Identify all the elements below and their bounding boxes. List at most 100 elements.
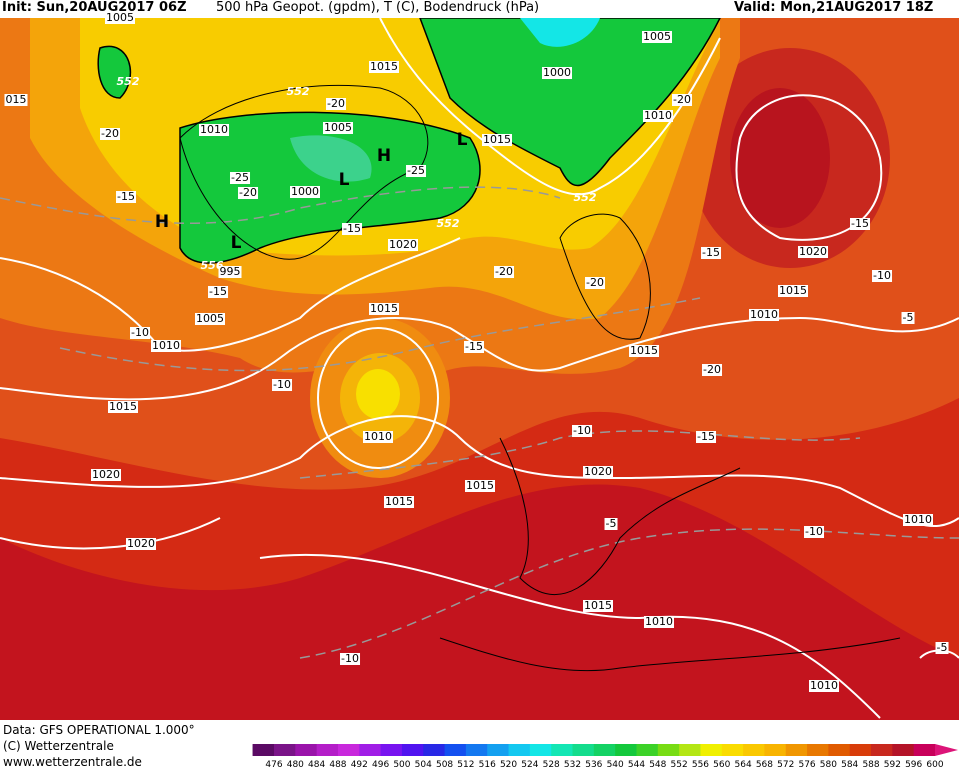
copyright: (C) Wetterzentrale xyxy=(3,739,114,753)
scale-swatch xyxy=(551,744,574,756)
contour-label: -20 xyxy=(702,363,722,376)
scale-label: 568 xyxy=(755,760,773,770)
scale-swatch xyxy=(423,744,446,756)
scale-swatch xyxy=(849,744,872,756)
scale-label: 596 xyxy=(905,760,923,770)
contour-label: -15 xyxy=(342,222,362,235)
scale-swatch xyxy=(615,744,637,756)
contour-label: 1000 xyxy=(290,185,320,198)
scale-label: 508 xyxy=(435,760,454,770)
contour-label: 552 xyxy=(286,85,310,98)
contour-label: -20 xyxy=(100,127,120,140)
contour-label: -5 xyxy=(935,641,949,654)
contour-label: 1020 xyxy=(388,238,418,251)
scale-swatch xyxy=(572,744,595,756)
scale-swatch xyxy=(401,744,424,756)
scale-swatch xyxy=(593,744,616,756)
contour-label: -15 xyxy=(850,217,870,230)
contour-label: 1020 xyxy=(91,468,121,481)
pressure-center: H xyxy=(376,146,392,166)
scale-swatch xyxy=(316,744,339,756)
contour-label: 1000 xyxy=(542,66,572,79)
contour-label: 1010 xyxy=(903,513,933,526)
contour-label: -20 xyxy=(494,265,514,278)
contour-label: 1010 xyxy=(151,339,181,352)
scale-label: 492 xyxy=(350,760,368,770)
contour-label: -25 xyxy=(230,171,250,184)
pressure-center: L xyxy=(456,130,468,150)
scale-swatch xyxy=(721,744,744,756)
contour-label: -10 xyxy=(804,525,824,538)
scale-swatch xyxy=(636,744,659,756)
url: www.wetterzentrale.de xyxy=(3,755,142,769)
contour-label: -20 xyxy=(585,276,605,289)
scale-label: 528 xyxy=(542,760,560,770)
scale-swatch xyxy=(465,744,488,756)
contour-label: -15 xyxy=(208,285,228,298)
scale-swatch xyxy=(913,744,936,756)
contour-label: 552 xyxy=(436,217,460,230)
scale-swatch xyxy=(807,744,829,756)
scale-label: 496 xyxy=(372,760,390,770)
scale-swatch xyxy=(359,744,382,756)
contour-label: 552 xyxy=(573,191,597,204)
contour-label: 1010 xyxy=(749,308,779,321)
scale-label: 532 xyxy=(563,760,582,770)
scale-swatch xyxy=(828,744,851,756)
scale-swatch xyxy=(252,744,275,756)
scale-swatch xyxy=(657,744,680,756)
contour-label: 1015 xyxy=(465,479,495,492)
scale-label: 600 xyxy=(926,760,944,770)
scale-label: 552 xyxy=(670,760,688,770)
contour-label: 552 xyxy=(116,75,140,88)
scale-label: 484 xyxy=(308,760,326,770)
scale-label: 536 xyxy=(585,760,603,770)
scale-swatch xyxy=(444,744,467,756)
pressure-center: L xyxy=(230,233,242,253)
contour-label: -5 xyxy=(901,311,915,324)
contour-label: 1005 xyxy=(195,312,225,325)
contour-label: 1015 xyxy=(583,599,613,612)
scale-label: 480 xyxy=(286,760,304,770)
scale-label: 548 xyxy=(649,760,667,770)
contour-label: 015 xyxy=(4,93,28,106)
scale-label: 540 xyxy=(606,760,624,770)
scale-label: 520 xyxy=(499,760,518,770)
contour-label: -10 xyxy=(572,424,592,437)
contour-label: 1010 xyxy=(644,615,674,628)
contour-label: -15 xyxy=(696,430,716,443)
scale-swatch xyxy=(380,744,403,756)
scale-swatch xyxy=(274,744,296,756)
contour-label: -5 xyxy=(604,517,618,530)
scale-swatch xyxy=(871,744,893,756)
scale-swatch xyxy=(700,744,723,756)
contour-label: 1015 xyxy=(384,495,414,508)
contour-label: 1015 xyxy=(778,284,808,297)
scale-swatch xyxy=(785,744,808,756)
scale-swatch xyxy=(679,744,701,756)
scale-label: 592 xyxy=(883,760,901,770)
contour-label: 1020 xyxy=(798,245,828,258)
scale-label: 576 xyxy=(798,760,816,770)
contour-label: 1015 xyxy=(369,60,399,73)
contour-label: -20 xyxy=(672,93,692,106)
scale-swatch xyxy=(295,744,318,756)
contour-label: 556 xyxy=(200,259,224,272)
scale-label: 560 xyxy=(713,760,731,770)
map xyxy=(0,18,959,720)
scale-swatch xyxy=(487,744,510,756)
scale-swatch xyxy=(508,744,531,756)
contour-label: 1005 xyxy=(323,121,353,134)
contour-label: 1020 xyxy=(583,465,613,478)
contour-label: 1005 xyxy=(105,11,135,24)
contour-label: 1010 xyxy=(643,109,673,122)
color-scale xyxy=(252,744,958,756)
contour-label: -20 xyxy=(238,186,258,199)
scale-label: 544 xyxy=(627,760,646,770)
contour-label: 995 xyxy=(218,265,242,278)
scale-label: 476 xyxy=(265,760,283,770)
scale-end xyxy=(935,744,958,756)
scale-label: 588 xyxy=(862,760,880,770)
scale-label: 564 xyxy=(734,760,752,770)
contour-label: -10 xyxy=(272,378,292,391)
